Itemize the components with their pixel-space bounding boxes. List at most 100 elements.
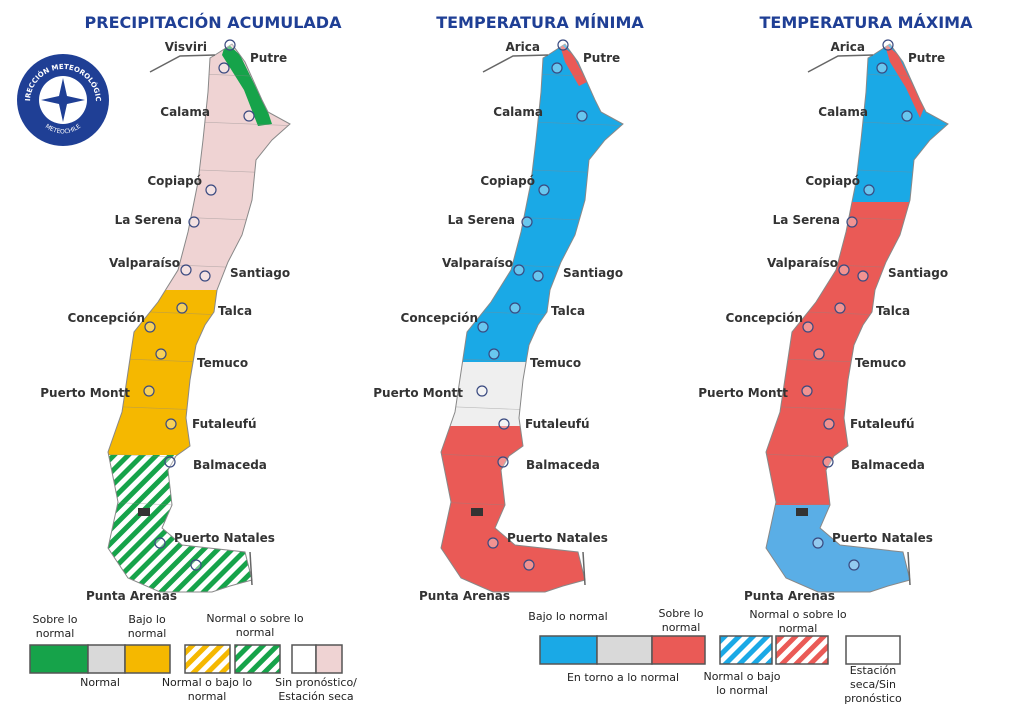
logo-star [41,78,85,122]
city-label: Balmaceda [193,458,267,472]
country-outline [765,43,949,593]
city-dot [164,456,176,468]
city-label: La Serena [115,213,182,227]
legend-swatch [539,635,598,665]
legend-label: lo normal [716,684,768,697]
legend-label: Normal [80,676,120,689]
city-label: Punta Arenas [86,589,177,603]
city-label: Temuco [855,356,906,370]
city-dot [576,110,588,122]
region [441,426,623,592]
city-dot [144,321,156,333]
city-dot [557,39,569,51]
city-dot [509,302,521,314]
city-dot [801,385,813,397]
city-dot [224,39,236,51]
legend-label: Estación seca [278,690,353,703]
region [108,455,290,592]
city-dot [838,264,850,276]
legend-label: Estación [850,664,897,677]
city-dot [834,302,846,314]
marker [471,508,483,516]
city-label: Puerto Natales [832,531,933,545]
border-line [807,54,874,73]
city-dot [857,270,869,282]
legend-label: seca/Sin [850,678,896,691]
city-label: Concepción [401,311,478,325]
region-border [108,69,290,79]
legend-swatch [234,644,281,674]
city-dot [846,216,858,228]
city-dot [863,184,875,196]
city-dot [532,270,544,282]
city-dot [802,321,814,333]
city-dot [901,110,913,122]
city-dot [876,62,888,74]
legend-label: Normal o bajo [703,670,780,683]
city-dot [180,264,192,276]
legend-label: Bajo lo normal [528,610,607,623]
marker [796,508,808,516]
city-label: Concepción [726,311,803,325]
city-label: Putre [250,51,287,65]
city-dot [143,385,155,397]
legend-label: Bajo lo [128,613,166,626]
city-dot [882,39,894,51]
city-label: Futaleufú [850,417,915,431]
city-dot [199,270,211,282]
city-label: Balmaceda [851,458,925,472]
city-label: Puerto Natales [174,531,275,545]
city-dot [477,321,489,333]
city-dot [243,110,255,122]
city-dot [523,559,535,571]
city-label: Calama [493,105,543,119]
region-border [766,69,948,79]
legend-swatch [845,635,901,665]
city-label: Balmaceda [526,458,600,472]
city-dot [498,418,510,430]
city-dot [497,456,509,468]
city-dot [155,348,167,360]
city-label: Santiago [563,266,623,280]
city-dot [154,537,166,549]
city-label: Punta Arenas [419,589,510,603]
city-label: Santiago [888,266,948,280]
city-label: Concepción [68,311,145,325]
city-dot [822,456,834,468]
city-dot [188,216,200,228]
legend-swatch [315,644,343,674]
legend-swatch [291,644,317,674]
map-title: TEMPERATURA MÁXIMA [760,13,974,32]
city-label: Temuco [530,356,581,370]
city-label: Copiapó [480,174,535,188]
legend-label: normal [236,626,275,639]
legend-label: normal [779,622,818,635]
city-label: Putre [583,51,620,65]
city-label: Puerto Montt [698,386,788,400]
border-line [149,54,216,73]
border-line [907,551,911,586]
city-dot [176,302,188,314]
region-border [441,69,623,79]
legend-label: En torno a lo normal [567,671,679,684]
city-dot [513,264,525,276]
city-dot [812,537,824,549]
city-dot [218,62,230,74]
city-label: Arica [830,40,865,54]
city-label: Talca [218,304,252,318]
city-label: Puerto Montt [373,386,463,400]
region [766,505,948,592]
city-label: Copiapó [147,174,202,188]
legend-label: Normal o bajo lo [162,676,253,689]
city-label: Puerto Natales [507,531,608,545]
legend-label: Sobre lo [658,607,703,620]
city-label: Valparaíso [442,256,513,270]
city-label: Temuco [197,356,248,370]
legend-swatch [87,644,126,674]
city-label: Putre [908,51,945,65]
map-title: TEMPERATURA MÍNIMA [436,13,644,32]
city-label: Futaleufú [525,417,590,431]
city-label: Talca [876,304,910,318]
